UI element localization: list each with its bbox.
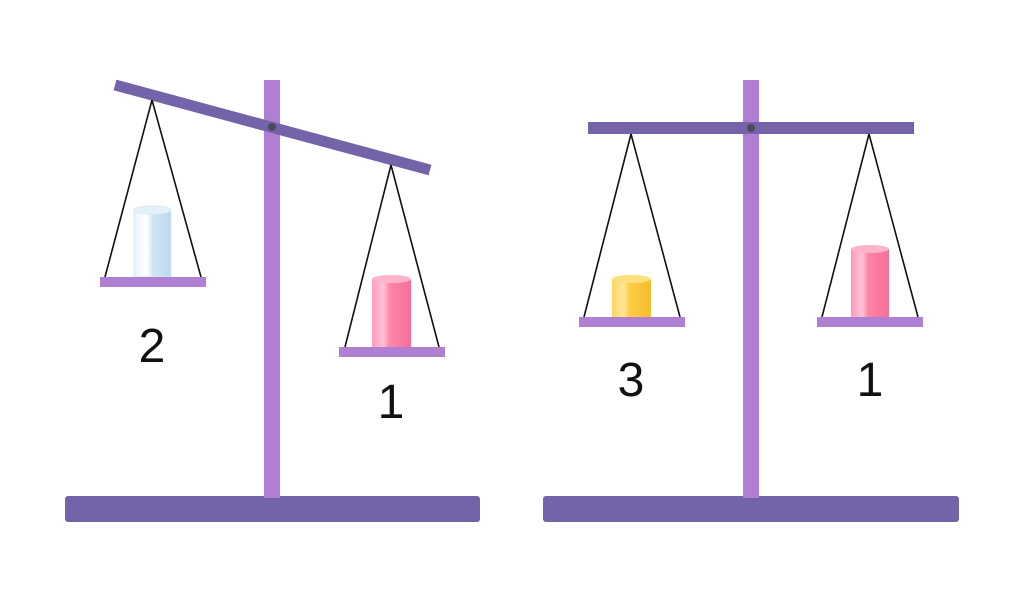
scale-1-left-object-blue-cylinder [133, 205, 172, 278]
scale-2-right-object-pink-cylinder [851, 245, 889, 317]
scale-1-pivot [268, 123, 276, 131]
string [821, 133, 870, 318]
string [868, 133, 919, 318]
scale-1-right-object-pink-cylinder [372, 275, 411, 347]
string [344, 164, 392, 348]
string [583, 133, 632, 318]
string [151, 99, 202, 278]
scale-1-right-pan [339, 347, 445, 357]
scale-2-right-pan [817, 317, 923, 327]
scale-2-left-pan-assembly [579, 133, 685, 327]
scale-1: 2 1 [65, 79, 480, 522]
scale-2-left-label: 3 [618, 354, 645, 407]
scale-1-right-label: 1 [378, 376, 405, 429]
scale-2-base [543, 496, 959, 522]
scale-1-left-pan [100, 277, 206, 287]
string [390, 164, 440, 348]
scale-2-pole [743, 80, 759, 498]
scale-1-pole [264, 80, 280, 498]
scale-1-base [65, 496, 480, 522]
scale-2-left-pan [579, 317, 685, 327]
string [104, 99, 153, 278]
string [630, 133, 681, 318]
scale-2-right-pan-assembly [817, 133, 923, 327]
scale-2-right-label: 1 [857, 354, 884, 407]
scale-1-left-label: 2 [139, 320, 166, 373]
scale-2-left-object-yellow-cylinder [612, 275, 651, 317]
scale-2-pivot [747, 124, 755, 132]
scale-1-right-pan-assembly [339, 164, 445, 357]
scale-1-left-pan-assembly [100, 99, 206, 287]
scale-2: 3 1 [543, 80, 959, 522]
